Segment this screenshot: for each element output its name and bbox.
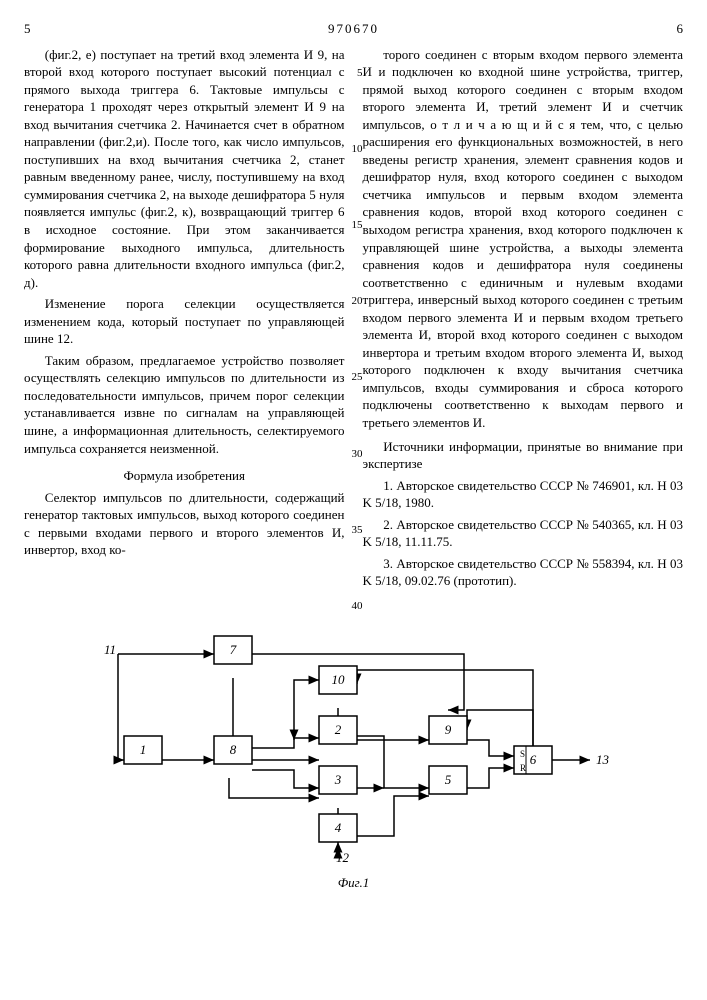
- svg-text:8: 8: [229, 742, 236, 757]
- flowchart-svg: 1 7 8 10 2 3 4 9 5 6SR 11 12 13: [84, 610, 624, 870]
- line-number: 40: [349, 599, 363, 614]
- body-para: Таким образом, предлагаемое устройство п…: [24, 352, 345, 457]
- svg-text:6: 6: [529, 752, 536, 767]
- source-item: 1. Авторское свидетельство СССР № 746901…: [363, 477, 684, 512]
- sources-title: Источники информации, принятые во вниман…: [363, 438, 684, 473]
- source-item: 2. Авторское свидетельство СССР № 540365…: [363, 516, 684, 551]
- svg-text:13: 13: [596, 752, 610, 767]
- diagram: 1 7 8 10 2 3 4 9 5 6SR 11 12 13 Фиг.1: [24, 610, 683, 892]
- svg-text:2: 2: [334, 722, 341, 737]
- formula-title: Формула изобретения: [24, 467, 345, 485]
- line-number: 30: [349, 447, 363, 462]
- figure-caption: Фиг.1: [24, 874, 683, 892]
- svg-text:12: 12: [336, 850, 350, 865]
- body-para: Изменение порога селекции осуществляется…: [24, 295, 345, 348]
- body-para: торого соединен с вторым входом первого …: [363, 46, 684, 432]
- page-num-right: 6: [677, 20, 684, 38]
- svg-text:S: S: [520, 749, 525, 759]
- svg-text:9: 9: [444, 722, 451, 737]
- doc-number: 970670: [31, 20, 677, 38]
- svg-text:3: 3: [333, 772, 341, 787]
- page-header: 5 970670 6: [24, 20, 683, 38]
- line-number: 20: [349, 294, 363, 309]
- line-number: 10: [349, 142, 363, 157]
- svg-text:7: 7: [229, 642, 236, 657]
- line-number: 35: [349, 523, 363, 538]
- right-column: 5 10 15 20 25 30 35 40 торого соединен с…: [363, 46, 684, 594]
- line-number: 5: [349, 66, 363, 81]
- line-number: 25: [349, 370, 363, 385]
- body-para: Селектор импульсов по длительности, соде…: [24, 489, 345, 559]
- source-item: 3. Авторское свидетельство СССР № 558394…: [363, 555, 684, 590]
- left-column: (фиг.2, е) поступает на третий вход элем…: [24, 46, 345, 594]
- svg-text:1: 1: [139, 742, 146, 757]
- svg-text:10: 10: [331, 672, 345, 687]
- line-number: 15: [349, 218, 363, 233]
- svg-text:5: 5: [444, 772, 451, 787]
- svg-text:R: R: [520, 763, 526, 773]
- svg-text:11: 11: [104, 642, 116, 657]
- two-column-text: (фиг.2, е) поступает на третий вход элем…: [24, 46, 683, 594]
- body-para: (фиг.2, е) поступает на третий вход элем…: [24, 46, 345, 292]
- svg-text:4: 4: [334, 820, 341, 835]
